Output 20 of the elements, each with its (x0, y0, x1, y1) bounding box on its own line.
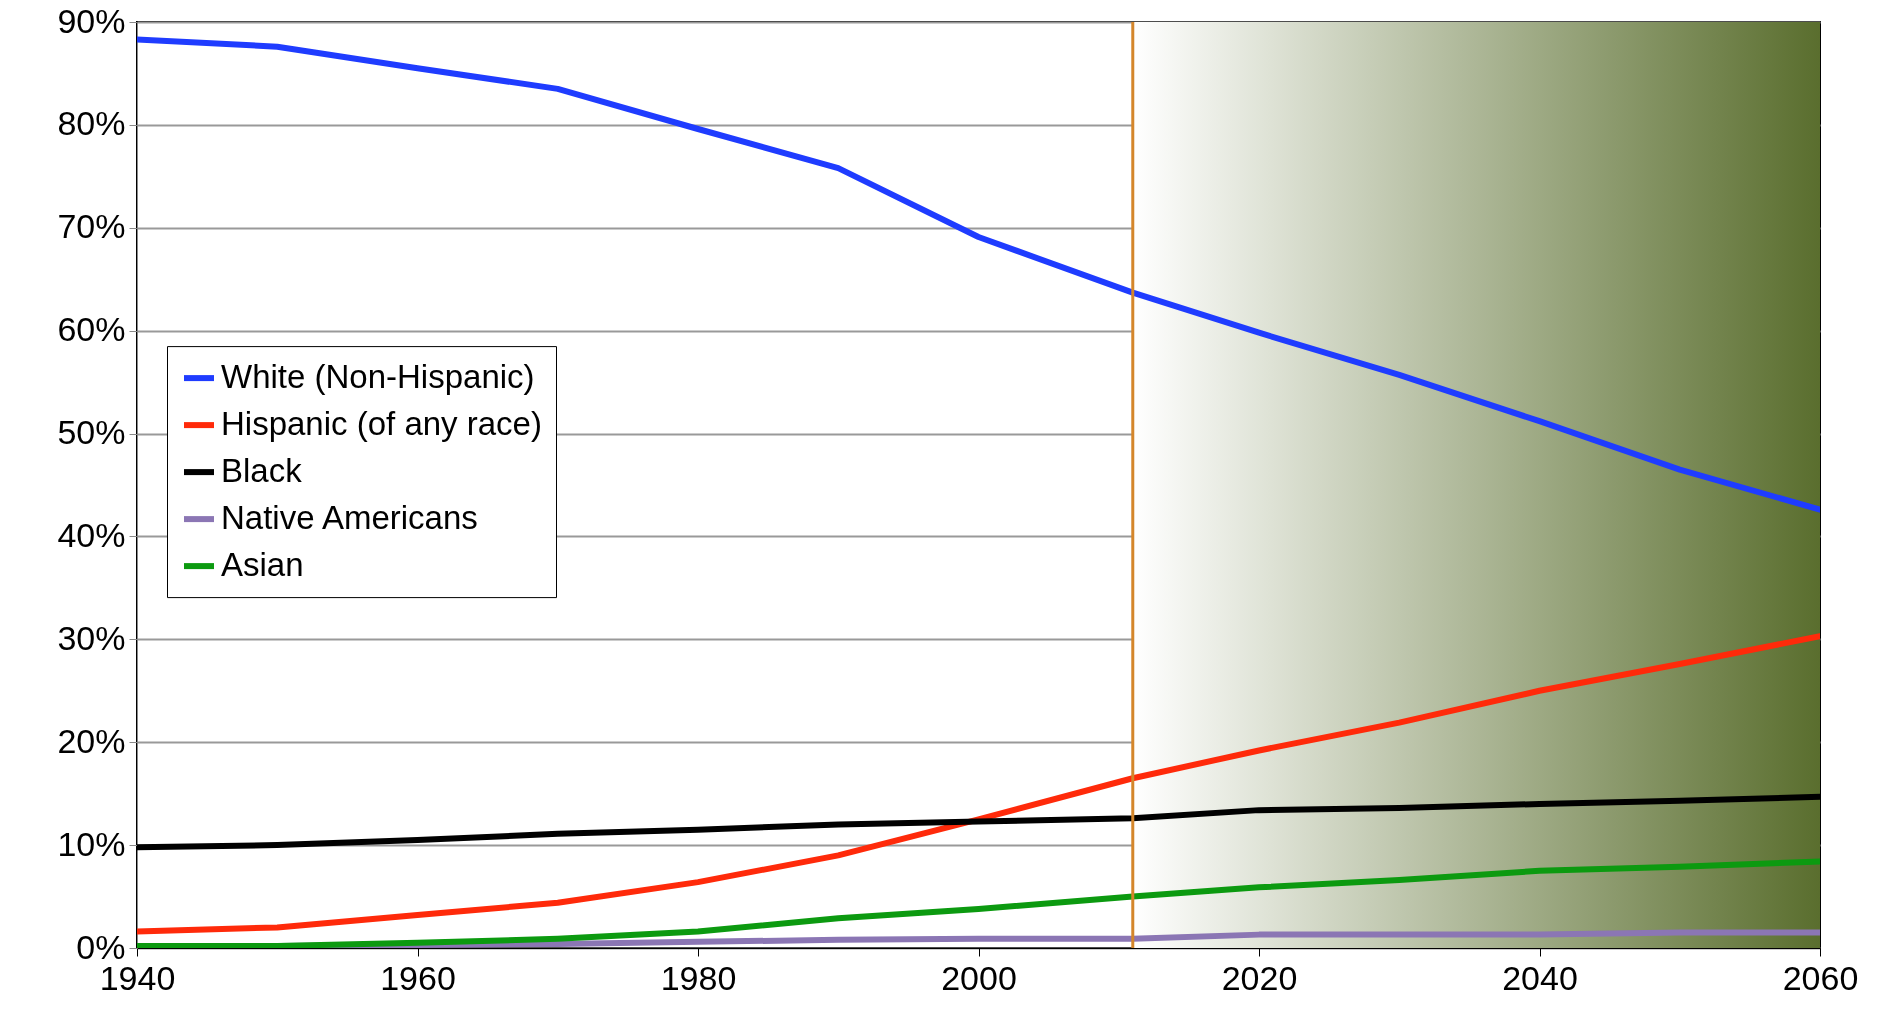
legend-label: Hispanic (of any race) (221, 405, 542, 443)
y-tick-label: 30% (57, 618, 126, 657)
y-tick-label: 70% (57, 207, 126, 246)
y-tick-label: 80% (57, 104, 126, 143)
x-tick-label: 2000 (941, 958, 1017, 997)
legend-label: Asian (221, 546, 304, 584)
y-tick-label: 20% (57, 721, 126, 760)
x-tick-label: 2020 (1221, 958, 1298, 997)
x-tick-label: 1980 (660, 958, 737, 997)
y-tick-label: 10% (57, 824, 126, 863)
x-tick-label: 2040 (1502, 958, 1578, 997)
x-tick-label: 1960 (380, 958, 456, 997)
y-tick-label: 40% (57, 515, 126, 554)
y-tick-label: 60% (57, 310, 126, 349)
legend-label: White (Non-Hispanic) (221, 358, 535, 396)
x-tick-label: 2060 (1782, 958, 1859, 997)
y-tick-label: 90% (57, 1, 126, 40)
y-tick-label: 50% (57, 413, 126, 452)
legend-label: Native Americans (221, 499, 478, 537)
legend-label: Black (221, 452, 303, 490)
